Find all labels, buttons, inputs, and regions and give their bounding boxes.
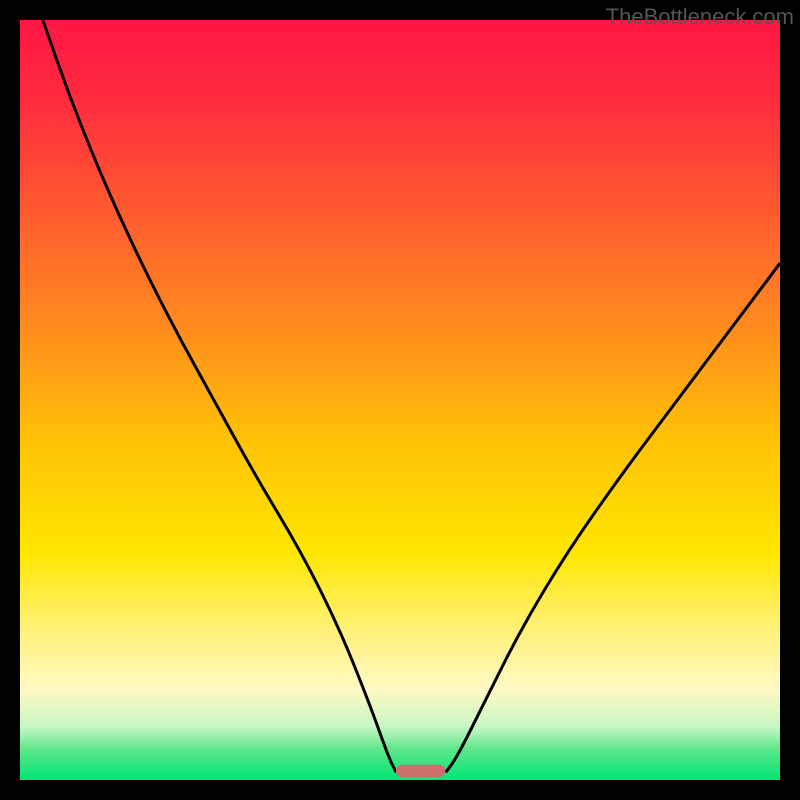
watermark-text: TheBottleneck.com bbox=[606, 4, 794, 30]
plot-background bbox=[20, 20, 780, 780]
optimal-marker bbox=[396, 765, 445, 777]
chart-container: TheBottleneck.com bbox=[0, 0, 800, 800]
bottleneck-chart bbox=[0, 0, 800, 800]
